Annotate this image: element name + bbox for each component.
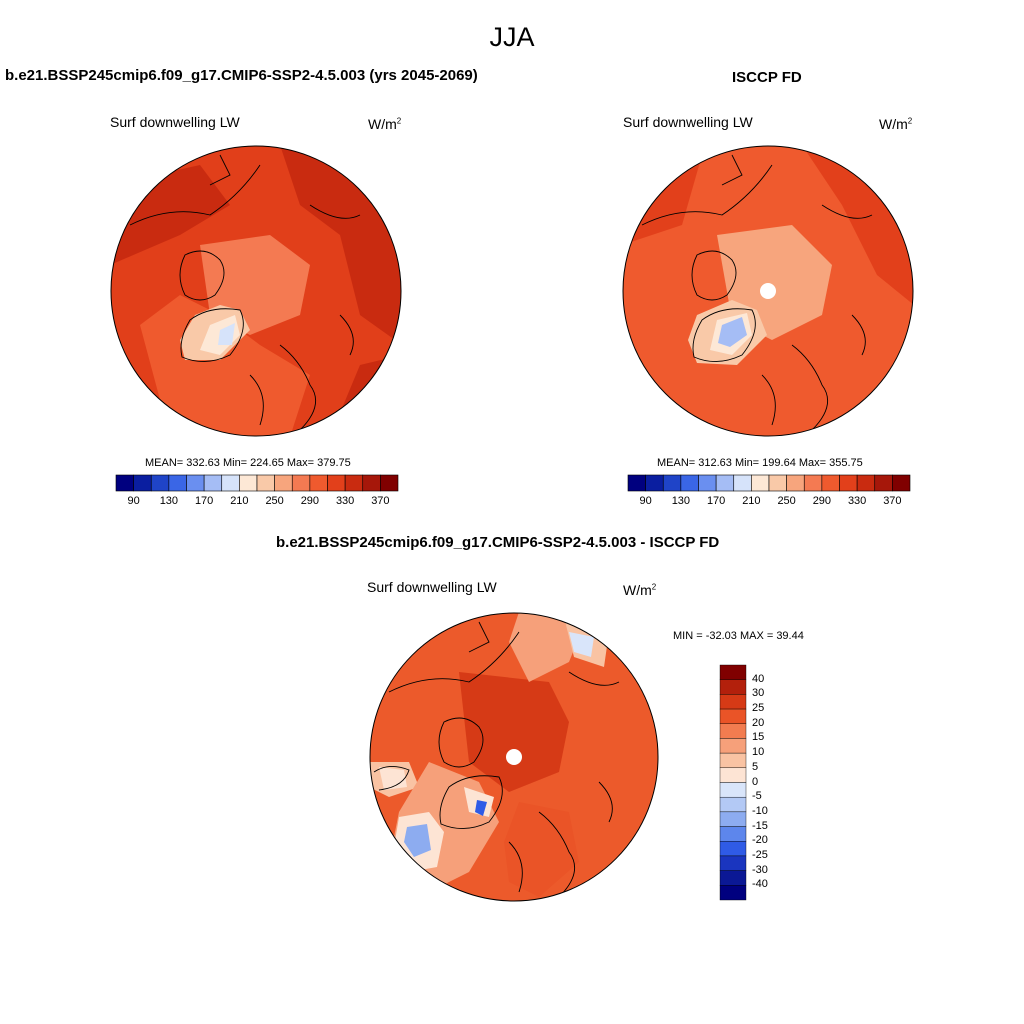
colorbar-swatch (203, 474, 223, 492)
diff-colorbar-swatch (719, 738, 747, 754)
diff-colorbar-swatch (719, 679, 747, 695)
colorbar-swatch (786, 474, 805, 492)
left-colorbar (115, 474, 399, 492)
diff-colorbar-tick-label: 30 (752, 687, 765, 700)
right-panel-field-name: Surf downwelling LW (623, 114, 753, 130)
colorbar-swatch (274, 474, 293, 492)
colorbar-tick-label: 90 (639, 495, 652, 507)
colorbar-swatch (256, 474, 275, 492)
diff-colorbar-swatch (719, 855, 747, 871)
colorbar-swatch (715, 474, 735, 492)
right-polar-map (622, 145, 914, 437)
colorbar-swatch (733, 474, 752, 492)
left-panel-units: W/m2 (368, 116, 402, 132)
colorbar-swatch (627, 474, 646, 492)
colorbar-tick-label: 250 (265, 495, 284, 507)
diff-colorbar-swatch (719, 752, 747, 769)
colorbar-swatch (839, 474, 858, 492)
colorbar-swatch (221, 474, 240, 492)
colorbar-tick-label: 170 (194, 495, 214, 507)
right-panel-case-title: ISCCP FD (732, 69, 802, 86)
colorbar-swatch (821, 474, 840, 492)
diff-colorbar-swatch (719, 811, 747, 827)
colorbar-swatch (680, 474, 699, 492)
colorbar-swatch (133, 474, 152, 492)
figure-title: JJA (489, 22, 535, 52)
diff-colorbar-swatch (719, 870, 747, 886)
colorbar-swatch (645, 474, 664, 492)
colorbar-tick-label: 250 (777, 495, 796, 507)
diff-panel-field-name: Surf downwelling LW (367, 579, 497, 595)
left-panel-case-title: b.e21.BSSP245cmip6.f09_g17.CMIP6-SSP2-4.… (5, 67, 478, 84)
colorbar-swatch (892, 474, 911, 492)
diff-colorbar-tick-label: 5 (752, 760, 759, 773)
diff-colorbar-tick-label: 15 (752, 731, 765, 744)
diff-colorbar-swatch (719, 664, 747, 680)
diff-colorbar-tick-label: 0 (752, 775, 759, 788)
colorbar-tick-label: 130 (671, 495, 691, 507)
diff-colorbar-tick-label: 40 (752, 672, 765, 685)
colorbar-swatch (291, 474, 311, 492)
diff-colorbar-swatch (719, 782, 747, 798)
diff-colorbar (719, 664, 747, 901)
colorbar-swatch (344, 474, 364, 492)
colorbar-swatch (662, 474, 682, 492)
left-panel-stats: MEAN= 332.63 Min= 224.65 Max= 379.75 (145, 457, 351, 469)
colorbar-swatch (150, 474, 170, 492)
right-colorbar (627, 474, 911, 492)
colorbar-swatch (380, 474, 399, 492)
diff-colorbar-tick-label: -30 (752, 863, 768, 876)
colorbar-swatch (856, 474, 876, 492)
colorbar-tick-label: 290 (300, 495, 320, 507)
diff-panel-units: W/m2 (623, 582, 657, 598)
colorbar-swatch (768, 474, 787, 492)
left-panel-field-name: Surf downwelling LW (110, 114, 240, 130)
diff-colorbar-swatch (719, 767, 747, 783)
diff-colorbar-tick-label: -5 (752, 790, 762, 803)
diff-colorbar-tick-label: 20 (752, 716, 765, 729)
diff-colorbar-swatch (719, 826, 747, 842)
diff-colorbar-tick-label: 25 (752, 702, 765, 715)
diff-colorbar-tick-label: -25 (752, 848, 768, 861)
colorbar-swatch (168, 474, 187, 492)
colorbar-tick-label: 290 (812, 495, 832, 507)
colorbar-tick-label: 90 (127, 495, 140, 507)
diff-colorbar-tick-label: -10 (752, 804, 768, 817)
colorbar-swatch (698, 474, 717, 492)
colorbar-swatch (327, 474, 346, 492)
diff-panel-stats: MIN = -32.03 MAX = 39.44 (673, 630, 804, 642)
colorbar-swatch (874, 474, 893, 492)
colorbar-tick-label: 210 (742, 495, 761, 507)
diff-colorbar-swatch (719, 841, 747, 857)
diff-colorbar-tick-label: 10 (752, 746, 765, 759)
left-polar-map (110, 145, 402, 437)
colorbar-tick-label: 130 (159, 495, 179, 507)
diff-colorbar-tick-label: -15 (752, 819, 768, 832)
diff-colorbar-swatch (719, 694, 747, 710)
colorbar-tick-label: 330 (335, 495, 355, 507)
colorbar-swatch (751, 474, 770, 492)
colorbar-tick-label: 370 (371, 495, 390, 507)
diff-colorbar-swatch (719, 708, 747, 724)
colorbar-swatch (239, 474, 258, 492)
colorbar-tick-label: 330 (847, 495, 867, 507)
diff-colorbar-swatch (719, 885, 747, 901)
diff-colorbar-swatch (719, 723, 747, 739)
diff-panel-case-title: b.e21.BSSP245cmip6.f09_g17.CMIP6-SSP2-4.… (276, 534, 720, 551)
diff-colorbar-tick-label: -40 (752, 878, 768, 891)
colorbar-tick-label: 210 (230, 495, 249, 507)
right-panel-units: W/m2 (879, 116, 913, 132)
colorbar-swatch (186, 474, 205, 492)
diff-colorbar-swatch (719, 796, 747, 813)
diff-polar-map (369, 612, 659, 902)
colorbar-swatch (803, 474, 823, 492)
right-panel-stats: MEAN= 312.63 Min= 199.64 Max= 355.75 (657, 457, 863, 469)
colorbar-tick-label: 170 (706, 495, 726, 507)
colorbar-swatch (362, 474, 381, 492)
colorbar-tick-label: 370 (883, 495, 902, 507)
diff-colorbar-tick-label: -20 (752, 834, 768, 847)
colorbar-swatch (309, 474, 328, 492)
colorbar-swatch (115, 474, 134, 492)
